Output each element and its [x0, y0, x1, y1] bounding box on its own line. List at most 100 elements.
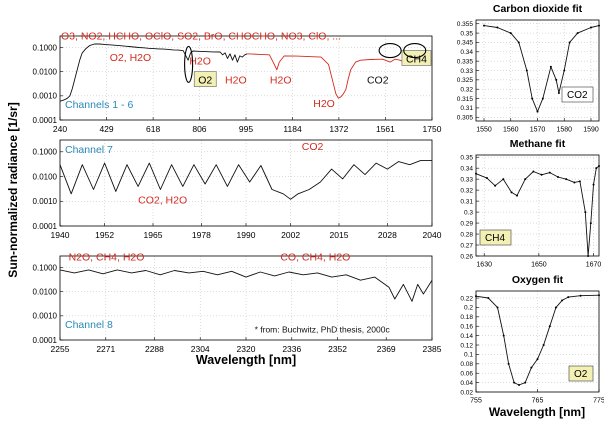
data-point: [496, 306, 499, 309]
data-point: [510, 191, 513, 194]
y-tick-label: 0.355: [457, 21, 474, 28]
y-tick-label: 0.1: [464, 352, 473, 359]
data-point: [517, 41, 520, 44]
inset-species-label: CO2: [567, 90, 588, 101]
data-point: [573, 181, 576, 184]
x-tick-label: 2015: [330, 230, 349, 240]
annotation-label: CO2, H2O: [138, 195, 187, 207]
y-tick-label: 0.325: [457, 77, 474, 84]
annotation-label: CO, CH4, H2O: [280, 251, 350, 263]
x-tick-label: 806: [192, 124, 206, 134]
inset-species-box: [479, 229, 512, 246]
y-tick-label: 0.14: [460, 333, 473, 340]
data-point: [557, 175, 559, 178]
x-tick-label: 1670: [586, 262, 602, 269]
data-point: [555, 78, 558, 81]
x-tick-label: 429: [99, 124, 113, 134]
y-tick-label: 0.26: [460, 253, 473, 260]
data-point: [475, 172, 477, 175]
data-point: [576, 32, 579, 35]
x-tick-label: 2320: [237, 344, 256, 354]
y-tick-label: 0.02: [460, 389, 473, 396]
x-tick-label: 995: [239, 124, 253, 134]
x-tick-label: 1570: [530, 127, 546, 134]
data-point: [563, 69, 566, 72]
y-tick-label: 0.0100: [33, 172, 58, 181]
data-point: [565, 178, 568, 181]
channel-label: Channel 7: [65, 144, 113, 156]
data-point: [518, 383, 521, 386]
channel-label: Channel 8: [65, 319, 113, 331]
data-point: [579, 294, 582, 297]
series-line-0: [59, 43, 248, 102]
x-tick-label: 1184: [283, 124, 302, 134]
y-tick-label: 0.34: [460, 165, 473, 172]
data-point: [567, 296, 570, 299]
annotation-label: CO2: [302, 141, 324, 153]
panel-o2-fit: 0.22 0.2 0.18 0.16 0.14 0.12 0.1 0.08 0.06 0.04 0.…: [460, 274, 604, 405]
y-tick-label: 0.35: [460, 30, 473, 37]
data-point: [598, 164, 600, 167]
plot-frame: [475, 154, 600, 257]
data-point: [598, 294, 600, 297]
inset-title: Methane fit: [510, 138, 566, 150]
data-point: [532, 170, 535, 173]
data-point: [584, 211, 587, 214]
y-tick-label: 0.0100: [33, 287, 58, 296]
data-point: [496, 26, 499, 29]
data-point: [475, 295, 477, 298]
x-axis-label-main: Wavelength [nm]: [196, 353, 296, 367]
series-line-0: [475, 165, 600, 257]
y-tick-label: 0.29: [460, 220, 473, 227]
x-tick-label: 1550: [476, 127, 492, 134]
highlight-ellipse: [184, 45, 194, 83]
x-tick-label: 1990: [237, 230, 256, 240]
x-tick-label: 2002: [281, 230, 300, 240]
data-point: [589, 222, 592, 225]
data-point: [502, 178, 505, 181]
species-box-label: O2: [198, 75, 212, 87]
x-tick-label: 2352: [328, 344, 347, 354]
annotation-label: * from: Buchwitz, PhD thesis, 2000c: [255, 325, 391, 335]
annotation-label: H2O: [270, 75, 292, 87]
x-tick-label: 1940: [51, 230, 70, 240]
x-tick-label: 618: [146, 124, 160, 134]
data-point: [554, 306, 557, 309]
panel-ch4-fit: 0.350.340.330.320.310.30.290.280.270.261…: [460, 138, 601, 269]
x-tick-label: 1590: [583, 127, 599, 134]
highlight-ellipse: [378, 42, 402, 59]
x-tick-label: 1372: [329, 124, 348, 134]
data-point: [516, 194, 518, 197]
x-tick-label: 1650: [531, 262, 547, 269]
y-tick-label: 0.0001: [33, 336, 58, 345]
y-tick-label: 0.31: [460, 198, 473, 205]
x-tick-label: 1750: [423, 124, 442, 134]
data-point: [561, 299, 564, 302]
data-point: [540, 173, 543, 176]
x-tick-label: 2304: [191, 344, 210, 354]
y-tick-label: 0.0001: [33, 116, 58, 125]
data-point: [536, 358, 539, 361]
x-tick-label: 2255: [51, 344, 70, 354]
data-point: [548, 171, 551, 174]
y-tick-label: 0.12: [460, 342, 473, 349]
data-point: [487, 297, 490, 300]
y-tick-label: 0.33: [460, 176, 473, 183]
y-tick-label: 0.28: [460, 231, 473, 238]
data-point: [507, 362, 510, 365]
y-tick-label: 0.0010: [33, 92, 58, 101]
data-point: [592, 183, 595, 186]
series-line-0: [483, 25, 600, 113]
data-point: [530, 366, 533, 369]
x-tick-label: 755: [470, 398, 482, 405]
data-point: [525, 69, 528, 72]
data-point: [502, 334, 505, 337]
y-tick-label: 0.08: [460, 361, 473, 368]
x-tick-label: 1978: [192, 230, 211, 240]
data-point: [568, 41, 571, 44]
x-tick-label: 765: [532, 398, 544, 405]
y-tick-label: 0.0001: [33, 222, 58, 231]
highlight-ellipse: [403, 42, 427, 59]
